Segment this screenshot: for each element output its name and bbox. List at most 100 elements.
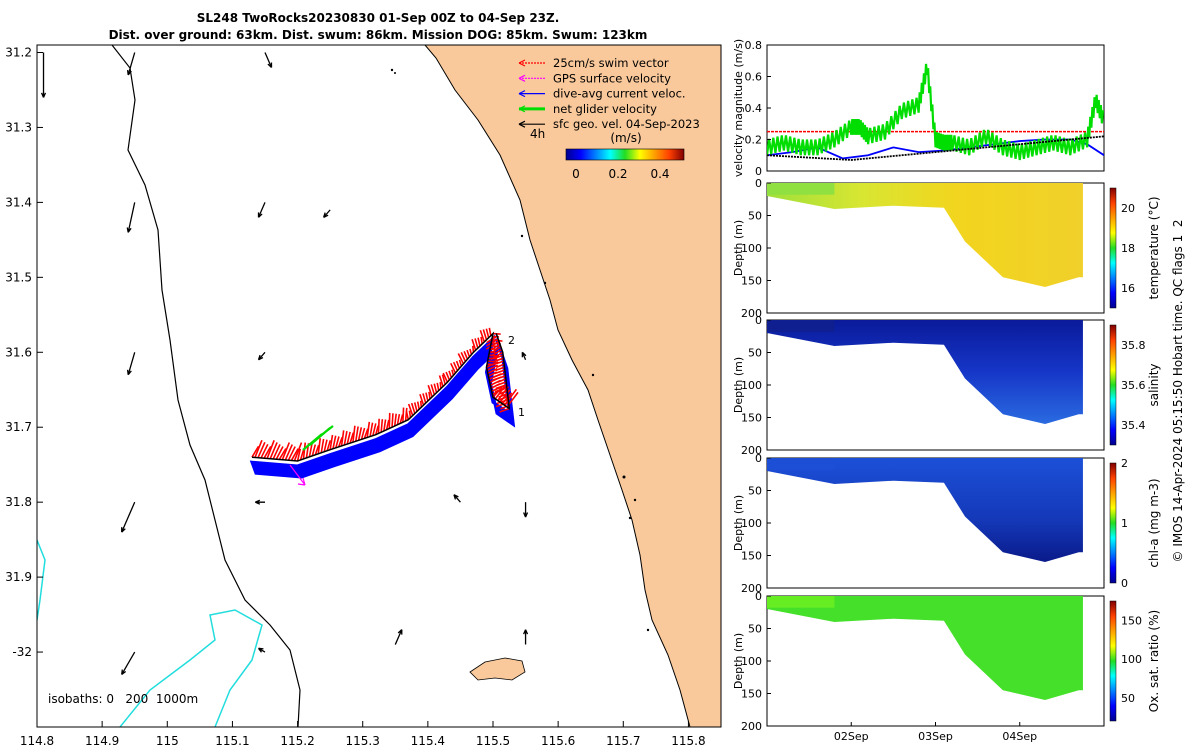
swim-vector bbox=[495, 384, 507, 390]
section-y-tick-label: 0 bbox=[755, 314, 762, 327]
swim-vector bbox=[469, 348, 473, 355]
swim-vector bbox=[393, 413, 397, 427]
velocity-series-line bbox=[767, 135, 1104, 161]
swim-vector bbox=[308, 443, 313, 458]
section-colorbar-tick: 2 bbox=[1121, 457, 1128, 470]
section-ylabel: Depth (m) bbox=[732, 633, 745, 689]
swim-vector bbox=[410, 402, 416, 414]
section-y-tick-label: 100 bbox=[741, 655, 762, 668]
swim-vector bbox=[320, 438, 325, 453]
swim-vector bbox=[383, 419, 387, 432]
swim-vector bbox=[472, 345, 475, 353]
coastline-land bbox=[424, 45, 721, 727]
island bbox=[469, 657, 526, 681]
section-colorbar-tick: 35.6 bbox=[1121, 379, 1146, 392]
swim-vector bbox=[360, 427, 366, 440]
geo-vector bbox=[523, 502, 529, 518]
isobath-200 bbox=[111, 45, 301, 727]
swim-vector bbox=[323, 439, 328, 452]
section-y-tick-label: 150 bbox=[741, 688, 762, 701]
swim-vector bbox=[407, 403, 414, 416]
scale-label: 4h bbox=[530, 127, 545, 141]
colorbar-title: (m/s) bbox=[610, 131, 641, 145]
velocity-y-tick-label: 0 bbox=[755, 165, 762, 178]
legend-label: 25cm/s swim vector bbox=[553, 56, 669, 70]
swim-vector bbox=[445, 371, 451, 381]
swim-vector bbox=[402, 407, 405, 423]
swim-vector bbox=[485, 340, 500, 350]
legend-label: dive-avg current veloc. bbox=[553, 87, 686, 101]
swim-vector bbox=[293, 442, 303, 461]
swim-vector bbox=[436, 382, 440, 391]
section-y-tick-label: 0 bbox=[755, 590, 762, 603]
velocity-ylabel: velocity magnitude (m/s) bbox=[732, 39, 745, 177]
swim-vector bbox=[269, 442, 278, 460]
swim-vector bbox=[343, 430, 348, 446]
waypoint-label-1-text: 1 bbox=[518, 406, 525, 419]
swim-vector bbox=[485, 328, 490, 338]
swim-vector bbox=[487, 367, 498, 374]
swim-vector bbox=[493, 354, 504, 360]
section-fill bbox=[767, 183, 1083, 287]
swim-vector bbox=[419, 400, 423, 408]
section-colorbar-tick: 100 bbox=[1121, 653, 1142, 666]
swim-vector bbox=[496, 398, 509, 405]
swim-vector bbox=[486, 364, 499, 371]
section-y-tick-label: 200 bbox=[741, 720, 762, 733]
swim-vector bbox=[463, 350, 469, 360]
time-tick-label: 04Sep bbox=[1002, 730, 1037, 743]
swim-vector bbox=[442, 372, 449, 383]
swim-vector bbox=[457, 353, 465, 365]
swim-vector bbox=[326, 440, 332, 451]
swim-vector bbox=[495, 366, 505, 372]
section-y-tick-label: 100 bbox=[741, 379, 762, 392]
map-y-tick-label: 31.3 bbox=[5, 120, 32, 134]
geo-vector bbox=[257, 647, 266, 653]
swim-vector bbox=[366, 421, 371, 438]
geo-vector bbox=[257, 202, 266, 218]
swim-vector bbox=[335, 436, 340, 449]
swim-vector bbox=[427, 384, 433, 398]
swim-vector bbox=[479, 329, 486, 343]
swim-vector bbox=[408, 410, 412, 418]
section-fill bbox=[767, 458, 1083, 562]
swim-vector bbox=[332, 435, 337, 449]
section-fill bbox=[767, 596, 1083, 700]
swim-vector bbox=[452, 361, 459, 372]
swim-vector bbox=[495, 363, 505, 369]
title-line-1: SL248 TwoRocks20230830 01-Sep 00Z to 04-… bbox=[197, 11, 560, 25]
time-axis: 02Sep 03Sep 04Sep bbox=[834, 722, 1037, 743]
swim-vector bbox=[374, 425, 379, 435]
geo-vector bbox=[126, 202, 136, 233]
geo-vector bbox=[121, 501, 136, 533]
map-y-tick-label: 31.9 bbox=[5, 570, 32, 584]
velocity-y-tick-label: 0.6 bbox=[745, 71, 763, 84]
swim-vector bbox=[385, 419, 390, 430]
section-y-tick-label: 200 bbox=[741, 307, 762, 320]
swim-vector bbox=[266, 440, 275, 459]
swim-vector bbox=[254, 439, 263, 458]
section-colorbar-label: Ox. sat. ratio (%) bbox=[1147, 610, 1161, 712]
map-y-axis: 31.2 31.3 31.4 31.5 31.6 31.7 31.8 31.9 -32 bbox=[5, 45, 43, 659]
section-y-tick-label: 150 bbox=[741, 275, 762, 288]
swim-vector bbox=[498, 392, 508, 398]
map-x-tick-label: 115.5 bbox=[476, 734, 510, 748]
map-y-tick-label: 31.7 bbox=[5, 420, 32, 434]
swim-vector bbox=[352, 425, 356, 443]
map-y-tick-label: -32 bbox=[12, 645, 32, 659]
swim-vector bbox=[451, 369, 455, 376]
section-y-tick-label: 150 bbox=[741, 412, 762, 425]
section-y-tick-label: 50 bbox=[748, 623, 762, 636]
map-y-tick-label: 31.2 bbox=[5, 45, 32, 59]
map-x-tick-label: 115.6 bbox=[541, 734, 575, 748]
section-colorbar-tick: 35.4 bbox=[1121, 419, 1146, 432]
section-y-tick-label: 50 bbox=[748, 485, 762, 498]
swim-vector bbox=[296, 448, 302, 462]
section-surface-layer bbox=[767, 183, 835, 195]
time-tick-label: 03Sep bbox=[918, 730, 953, 743]
swim-vector bbox=[422, 393, 427, 404]
colorbar-tick-2: 0.4 bbox=[650, 167, 669, 181]
swim-vector bbox=[497, 395, 509, 402]
swim-vector bbox=[355, 426, 359, 442]
